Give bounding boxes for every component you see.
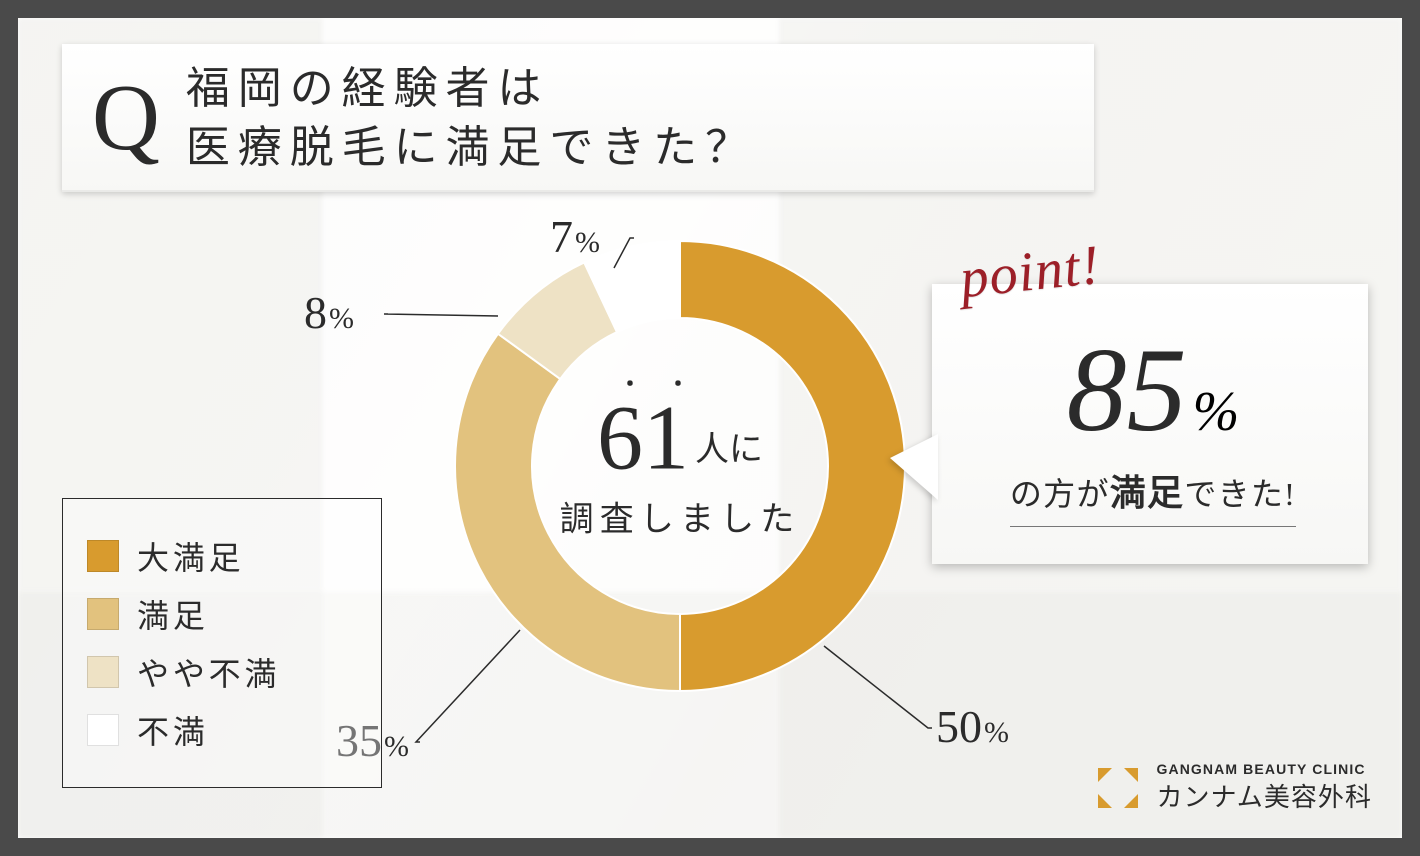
bubble-line2-post: できた! — [1184, 476, 1296, 512]
bubble-line2-em: 満足 — [1110, 473, 1185, 513]
brand-logo-icon — [1094, 764, 1142, 812]
brand-jp: カンナム美容外科 — [1156, 777, 1372, 814]
point-bubble: point! 85% の方が満足できた! — [932, 284, 1368, 564]
slice-label: 50% — [936, 700, 1009, 753]
legend-swatch — [87, 540, 119, 572]
donut-chart: ・・ 61 人に 調査しました — [450, 236, 910, 696]
bubble-line2-pre: の方が — [1010, 476, 1110, 512]
legend-row: 不満 — [87, 707, 357, 753]
brand-en: GANGNAM BEAUTY CLINIC — [1156, 761, 1372, 777]
center-line2: 調査しました — [540, 492, 820, 541]
legend-row: 満足 — [87, 591, 357, 637]
legend-row: 大満足 — [87, 533, 357, 579]
legend-swatch — [87, 598, 119, 630]
legend-label: 満足 — [137, 591, 209, 637]
point-script-label: point! — [957, 233, 1103, 311]
question-marker: Q — [92, 71, 160, 165]
legend-label: 不満 — [137, 707, 209, 753]
legend-label: 大満足 — [137, 533, 245, 579]
question-line1: 福岡の経験者は — [186, 64, 549, 113]
bubble-number: 85 — [1067, 323, 1187, 456]
slice-label: 7% — [550, 210, 600, 263]
brand-footer: GANGNAM BEAUTY CLINIC カンナム美容外科 — [1094, 761, 1372, 814]
legend-swatch — [87, 714, 119, 746]
bubble-percent: % — [1193, 381, 1240, 443]
brand-text: GANGNAM BEAUTY CLINIC カンナム美容外科 — [1156, 761, 1372, 814]
legend-swatch — [87, 656, 119, 688]
bubble-main: 85% の方が満足できた! — [960, 330, 1346, 527]
question-box: Q 福岡の経験者は 医療脱毛に満足できた？ — [62, 44, 1094, 192]
question-line2: 医療脱毛に満足できた？ — [186, 123, 757, 172]
slice-label: 8% — [304, 286, 354, 339]
legend-row: やや不満 — [87, 649, 357, 695]
infographic-canvas: Q 福岡の経験者は 医療脱毛に満足できた？ ・・ 61 人に 調査しました 50… — [18, 18, 1402, 838]
center-number: ・・ 61 — [597, 392, 689, 484]
legend: 大満足満足やや不満不満 — [62, 498, 382, 788]
question-text: 福岡の経験者は 医療脱毛に満足できた？ — [186, 59, 757, 178]
center-suffix: 人に — [695, 432, 763, 469]
donut-center: ・・ 61 人に 調査しました — [540, 392, 820, 541]
legend-label: やや不満 — [137, 649, 280, 695]
bubble-line2: の方が満足できた! — [1010, 464, 1296, 527]
